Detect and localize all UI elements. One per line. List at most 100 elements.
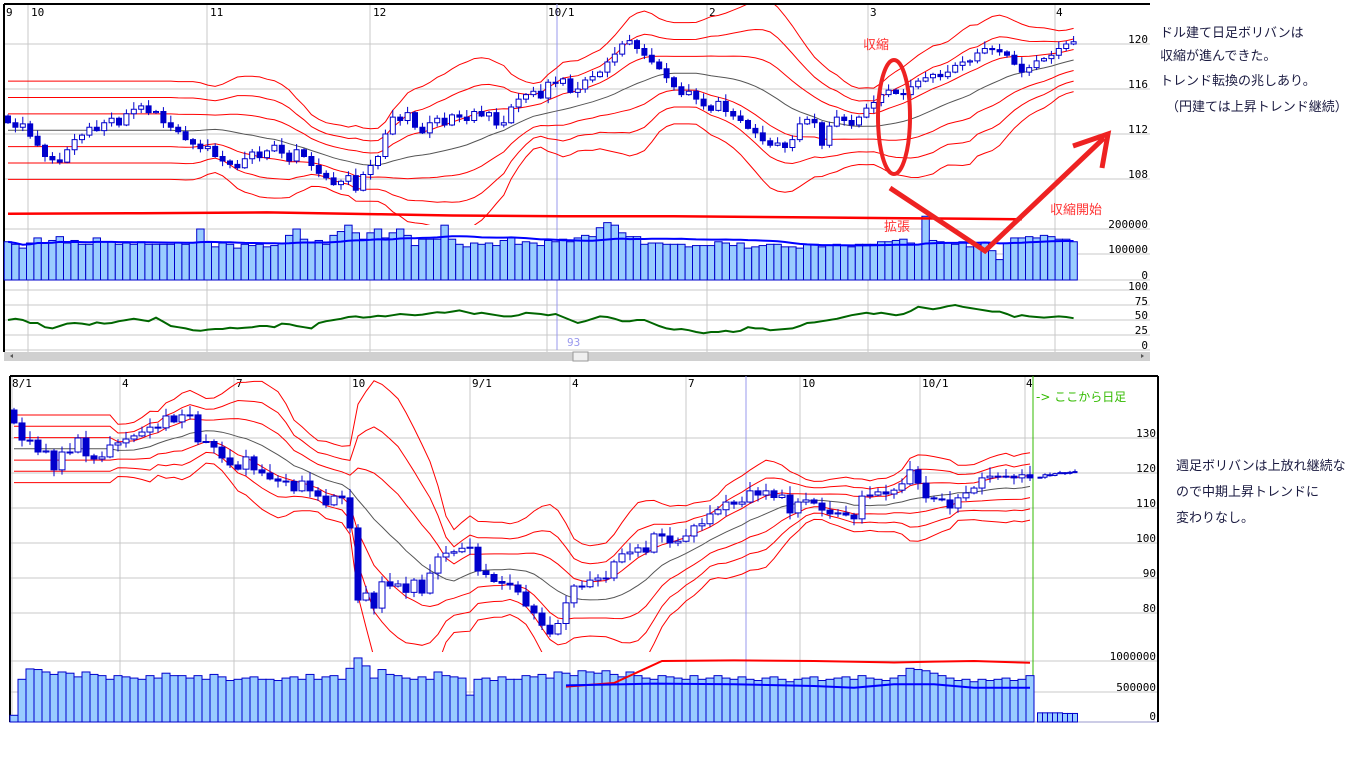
volume-bar bbox=[729, 678, 739, 723]
candle bbox=[722, 494, 730, 517]
volume-bar bbox=[9, 714, 19, 723]
candle-body-up bbox=[1063, 43, 1070, 49]
volume-bar bbox=[545, 677, 555, 723]
candle-body-down bbox=[767, 140, 774, 146]
volume-bar bbox=[521, 675, 531, 723]
candle bbox=[258, 464, 266, 477]
candle bbox=[546, 616, 554, 638]
candle bbox=[19, 116, 26, 132]
bottom-x-ticks: 8/1 4 7 10 9/1 4 7 10 10/1 4 bbox=[12, 377, 1033, 390]
volume-bar bbox=[440, 224, 449, 281]
volume-bar bbox=[361, 665, 371, 723]
candle bbox=[130, 433, 138, 443]
volume-bar bbox=[345, 667, 355, 723]
candle bbox=[186, 406, 194, 420]
candle bbox=[841, 114, 848, 126]
candle bbox=[619, 40, 626, 57]
candle bbox=[56, 152, 63, 165]
volume-bar bbox=[714, 241, 723, 281]
candle-body-up bbox=[789, 139, 796, 148]
volume-bar bbox=[17, 678, 27, 723]
candle-body-down bbox=[419, 126, 426, 134]
volume-bar bbox=[847, 246, 856, 281]
candle-body-up bbox=[610, 561, 618, 579]
candle-body-up bbox=[271, 144, 278, 152]
candle bbox=[463, 110, 470, 125]
candle bbox=[123, 109, 130, 127]
candle-body-down bbox=[938, 498, 946, 501]
volume-bar bbox=[913, 669, 923, 723]
horizontal-scrollbar[interactable] bbox=[4, 351, 1150, 362]
candle bbox=[714, 505, 722, 516]
candle bbox=[946, 491, 954, 515]
candle bbox=[567, 74, 574, 94]
candle bbox=[738, 496, 746, 508]
candle-body-up bbox=[442, 552, 450, 558]
candle bbox=[1055, 41, 1062, 60]
candle-body-down bbox=[11, 409, 18, 424]
price-tick: 80 bbox=[1143, 602, 1156, 615]
candle bbox=[370, 590, 378, 615]
candle-body-up bbox=[1072, 471, 1078, 474]
candle bbox=[42, 443, 50, 454]
volume-bar bbox=[89, 673, 99, 723]
candle-body-up bbox=[449, 114, 455, 126]
volume-bar bbox=[322, 243, 331, 281]
volume-tick: 0 bbox=[1149, 710, 1156, 723]
volume-bar bbox=[988, 250, 997, 281]
candle-body-down bbox=[219, 156, 226, 162]
candle bbox=[898, 478, 906, 494]
candle-body-up bbox=[762, 490, 770, 496]
candle-body-down bbox=[301, 149, 307, 157]
candle bbox=[650, 531, 658, 554]
scrollbar-thumb[interactable] bbox=[572, 351, 589, 362]
candle-body-up bbox=[242, 456, 250, 470]
candle-body-down bbox=[530, 605, 538, 614]
candle bbox=[900, 89, 907, 100]
scroll-right-arrow-icon[interactable] bbox=[1141, 354, 1144, 358]
volume-bar bbox=[729, 245, 738, 281]
bottom-y-ticks: 130 120 110 100 90 80 1000000 500000 0 bbox=[1110, 427, 1156, 723]
candle-body-up bbox=[978, 477, 986, 489]
candle bbox=[1042, 473, 1048, 479]
candle bbox=[570, 583, 578, 608]
scroll-left-arrow-icon[interactable] bbox=[10, 354, 13, 358]
candle-body-up bbox=[626, 40, 633, 45]
candle-body-down bbox=[282, 480, 290, 483]
volume-bar bbox=[649, 678, 659, 723]
price-tick: 130 bbox=[1136, 427, 1156, 440]
volume-bar bbox=[513, 678, 523, 723]
candle-body-up bbox=[434, 117, 441, 124]
candle-body-down bbox=[478, 111, 485, 117]
volume-bar bbox=[63, 242, 72, 281]
candle-body-up bbox=[690, 525, 698, 537]
candle-body-down bbox=[42, 144, 48, 157]
candle-body-up bbox=[79, 134, 85, 141]
candle bbox=[700, 93, 707, 110]
candle bbox=[352, 168, 359, 193]
candle-body-down bbox=[190, 139, 196, 145]
volume-bar bbox=[201, 678, 211, 723]
volume-bar bbox=[441, 675, 451, 723]
candle bbox=[648, 48, 655, 65]
candle-body-up bbox=[582, 79, 589, 90]
candle-body-up bbox=[530, 90, 537, 96]
bollinger-lower-1sigma bbox=[8, 70, 1074, 180]
candle bbox=[250, 454, 258, 475]
volume-bar bbox=[655, 242, 664, 281]
candle-body-down bbox=[663, 68, 670, 79]
candle-body-up bbox=[714, 509, 722, 515]
candle-body-up bbox=[738, 501, 746, 505]
candle-body-up bbox=[500, 122, 507, 126]
candle bbox=[708, 104, 714, 113]
candle-body-down bbox=[290, 480, 298, 492]
candle-body-up bbox=[650, 533, 658, 553]
bollinger-upper-1sigma bbox=[8, 49, 1074, 154]
candle bbox=[482, 563, 490, 578]
candle bbox=[190, 137, 196, 150]
candle bbox=[282, 473, 290, 487]
volume-bar bbox=[193, 675, 203, 723]
volume-bar bbox=[499, 239, 509, 281]
volume-bar bbox=[833, 677, 843, 723]
candle-body-up bbox=[1052, 473, 1058, 476]
